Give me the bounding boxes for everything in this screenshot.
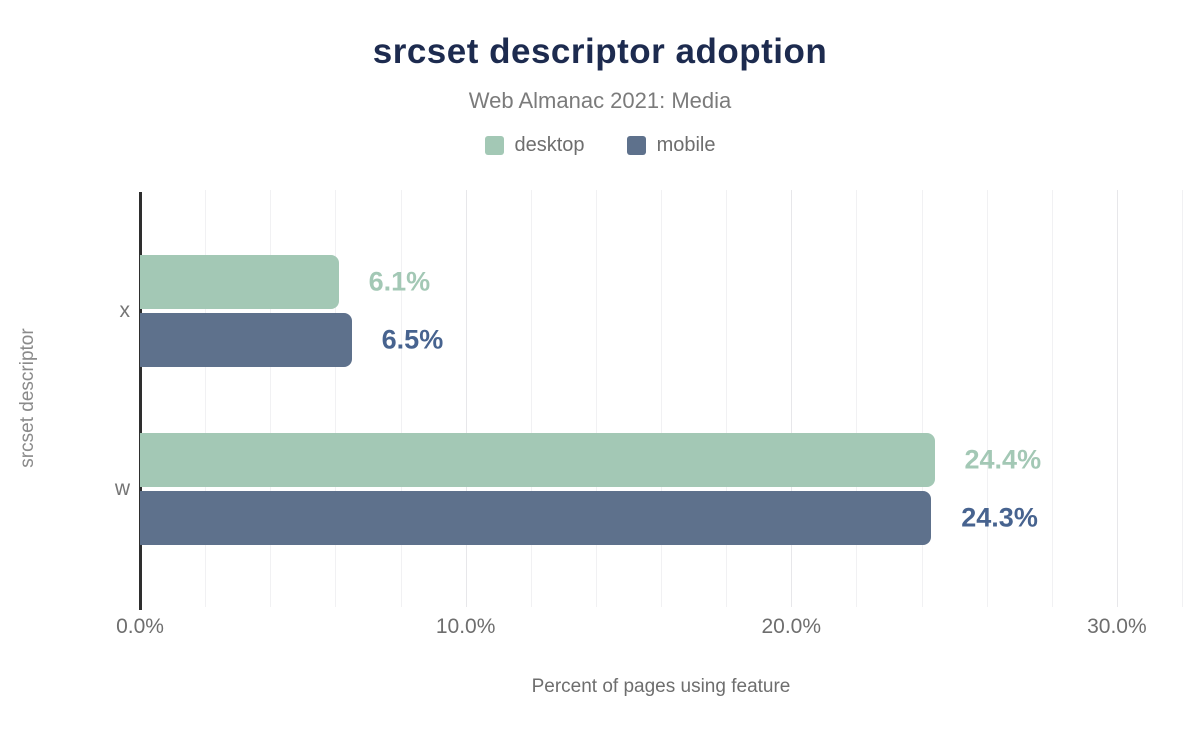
gridline-22: [856, 190, 858, 607]
category-label-w: w: [114, 477, 130, 500]
x-tick-20.0%: 20.0%: [761, 615, 822, 638]
bar-desktop-w: [140, 433, 935, 487]
chart-title: srcset descriptor adoption: [372, 32, 828, 71]
gridline-30: [1116, 190, 1118, 607]
bar-mobile-x: [140, 313, 352, 367]
plot-area: x 6.1% 6.5% w 24.4% 24.3% 0.0% 10.0% 20.0% 30.0%: [115, 190, 1183, 638]
legend: desktop mobile: [0, 134, 1200, 157]
y-axis-line: [139, 192, 142, 610]
gridline-12: [530, 190, 532, 607]
value-label-desktop-x: 6.1%: [368, 266, 431, 297]
legend-swatch-mobile: [626, 136, 646, 155]
x-tick-0.0%: 0.0%: [116, 615, 164, 638]
value-label-mobile-w: 24.3%: [961, 502, 1038, 533]
gridline-32: [1182, 190, 1183, 607]
bar-desktop-x: [140, 255, 339, 309]
gridline-28: [1051, 190, 1053, 607]
gridline-18: [726, 190, 728, 607]
chart-subtitle: Web Almanac 2021: Media: [468, 88, 732, 113]
gridline-4: [270, 190, 272, 607]
gridline-20: [791, 190, 793, 607]
legend-item-mobile: mobile: [626, 134, 716, 157]
x-axis-title: Percent of pages using feature: [531, 676, 791, 697]
gridline-26: [986, 190, 988, 607]
bar-mobile-w: [140, 491, 932, 545]
legend-swatch-desktop: [484, 136, 504, 155]
gridline-16: [661, 190, 662, 607]
category-label-x: x: [119, 299, 131, 322]
gridline-14: [595, 190, 597, 607]
value-label-desktop-w: 24.4%: [964, 444, 1042, 475]
legend-label-mobile: mobile: [656, 134, 716, 156]
y-axis-title: srcset descriptor: [17, 328, 38, 468]
gridline-8: [400, 190, 402, 607]
x-tick-30.0%: 30.0%: [1087, 615, 1147, 638]
gridline-6: [335, 190, 337, 607]
gridline-2: [205, 190, 207, 607]
legend-label-desktop: desktop: [514, 134, 585, 156]
x-tick-10.0%: 10.0%: [435, 615, 496, 638]
value-label-mobile-x: 6.5%: [381, 324, 444, 355]
gridline-24: [921, 190, 923, 607]
legend-item-desktop: desktop: [484, 134, 585, 157]
gridline-10: [465, 190, 467, 607]
